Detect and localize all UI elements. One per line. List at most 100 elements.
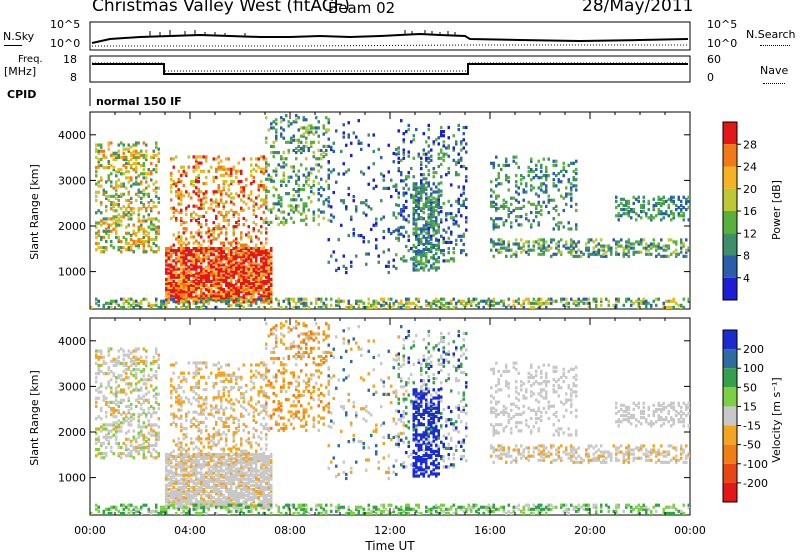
power-cell (305, 204, 308, 208)
power-cell (427, 195, 430, 199)
power-cell (175, 294, 178, 298)
velocity-cell (105, 396, 108, 400)
power-cell (265, 204, 268, 208)
power-cell (157, 157, 160, 162)
power-cell (362, 236, 365, 240)
nsearch-curve (92, 44, 688, 47)
power-cell (235, 288, 238, 292)
power-cell (447, 136, 450, 140)
power-cell (672, 212, 675, 216)
power-cell (410, 193, 413, 197)
velocity-cell (235, 496, 238, 500)
power-cell (297, 144, 300, 149)
velocity-cell (100, 382, 103, 386)
power-cell (240, 179, 243, 184)
velocity-cell (202, 457, 205, 461)
power-cell (215, 263, 218, 267)
power-cell (302, 116, 305, 120)
velocity-cell (220, 475, 223, 479)
power-cell (570, 182, 573, 186)
velocity-cell (142, 398, 145, 402)
power-cell (400, 173, 403, 177)
power-cell (295, 114, 298, 118)
power-cell (685, 248, 688, 252)
power-cell (560, 169, 563, 174)
power-cell (332, 215, 335, 219)
velocity-cell (190, 455, 193, 459)
power-cell (540, 238, 543, 242)
power-cell (530, 301, 533, 305)
power-cell (180, 192, 183, 196)
velocity-cell (212, 463, 215, 467)
velocity-cell (177, 452, 180, 457)
power-cell (260, 279, 263, 284)
power-cell (300, 299, 303, 303)
velocity-cell (205, 481, 208, 485)
velocity-cell (187, 479, 190, 483)
velocity-cell (230, 473, 233, 477)
power-cell (262, 155, 265, 159)
velocity-cell (105, 445, 108, 450)
power-cell (422, 247, 425, 252)
power-cell (195, 249, 198, 253)
power-cell (267, 285, 270, 290)
power-cell (235, 300, 238, 304)
velocity-cell (192, 471, 195, 475)
power-cell (675, 301, 678, 305)
power-cell (195, 204, 198, 208)
velocity-cell (187, 471, 190, 475)
velocity-cell (192, 487, 195, 492)
power-cell (685, 199, 688, 203)
power-cell (155, 244, 158, 248)
power-cell (527, 252, 530, 256)
velocity-cell (125, 372, 128, 376)
power-cell (260, 241, 263, 245)
power-cell (110, 163, 113, 168)
velocity-cell (132, 435, 135, 439)
velocity-cell (235, 487, 238, 492)
power-cell (540, 165, 543, 170)
power-cell (267, 222, 270, 227)
velocity-cell (227, 467, 230, 471)
power-cell (495, 155, 498, 159)
power-cell (415, 231, 418, 235)
power-cell (165, 271, 168, 275)
power-cell (502, 163, 505, 167)
power-cell (117, 248, 120, 252)
power-cell (442, 253, 445, 257)
velocity-cell (202, 463, 205, 467)
power-cell (217, 285, 220, 290)
power-cell (267, 220, 270, 224)
power-cell (665, 210, 668, 214)
power-cell (412, 258, 415, 262)
velocity-cell (137, 435, 140, 439)
velocity-cell (182, 469, 185, 473)
velocity-cell (142, 437, 145, 441)
power-cell (447, 226, 450, 230)
velocity-cell (150, 433, 153, 437)
power-cell (245, 202, 248, 206)
power-cell (110, 217, 113, 221)
power-cell (187, 275, 190, 279)
power-cell (240, 290, 243, 294)
power-cell (312, 132, 315, 136)
power-cell (210, 246, 213, 251)
power-cell (255, 196, 258, 200)
velocity-cell (222, 457, 225, 461)
power-cell (352, 227, 355, 232)
velocity-cell (135, 347, 138, 351)
power-cell (120, 207, 123, 211)
power-cell (250, 192, 253, 196)
power-cell (375, 221, 378, 225)
power-cell (215, 190, 218, 194)
power-cell (432, 200, 435, 204)
power-cell (127, 192, 130, 196)
power-cell (95, 147, 98, 151)
velocity-cell (207, 455, 210, 459)
velocity-cell (230, 481, 233, 485)
power-cell (105, 231, 108, 235)
power-cell (230, 251, 233, 255)
power-cell (137, 225, 140, 229)
velocity-cell (127, 349, 130, 353)
power-cell (200, 155, 203, 159)
